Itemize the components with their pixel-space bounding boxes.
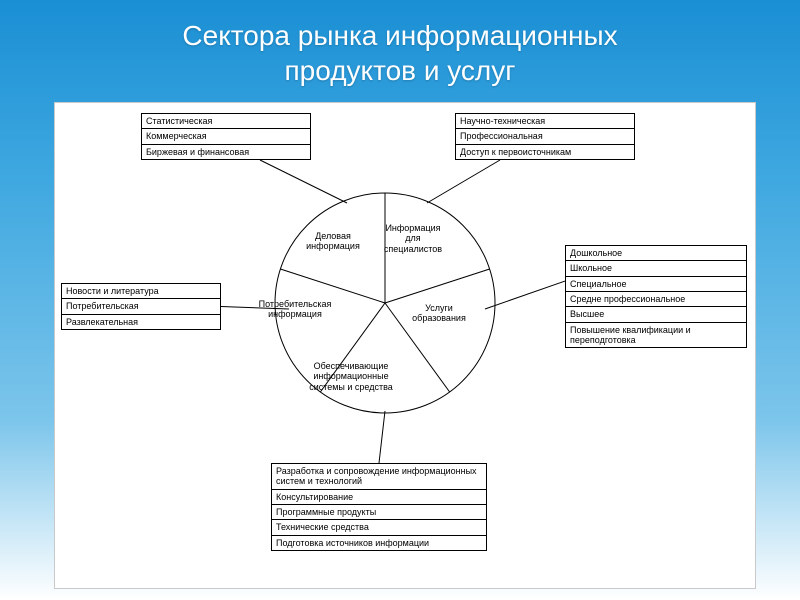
diagram-canvas: Деловаяинформация Информациядляспециалис… <box>54 102 756 589</box>
list-item: Потребительская <box>61 299 221 314</box>
list-item: Повышение квалификации и переподготовка <box>565 323 747 349</box>
list-item: Консультирование <box>271 490 487 505</box>
list-item: Подготовка источников информации <box>271 536 487 551</box>
slide-title: Сектора рынка информационных продуктов и… <box>0 18 800 88</box>
list-item: Программные продукты <box>271 505 487 520</box>
list-item: Разработка и сопровождение информационны… <box>271 463 487 490</box>
slide: Сектора рынка информационных продуктов и… <box>0 0 800 600</box>
list-item: Статистическая <box>141 113 311 129</box>
group-right: ДошкольноеШкольноеСпециальноеСредне проф… <box>565 245 747 348</box>
list-item: Научно-техническая <box>455 113 635 129</box>
list-item: Биржевая и финансовая <box>141 145 311 160</box>
group-top-right: Научно-техническаяПрофессиональнаяДоступ… <box>455 113 635 160</box>
list-item: Высшее <box>565 307 747 322</box>
title-line-1: Сектора рынка информационных <box>182 20 617 51</box>
list-item: Дошкольное <box>565 245 747 261</box>
title-line-2: продуктов и услуг <box>285 55 516 86</box>
list-item: Доступ к первоисточникам <box>455 145 635 160</box>
list-item: Средне профессиональное <box>565 292 747 307</box>
group-top-left: СтатистическаяКоммерческаяБиржевая и фин… <box>141 113 311 160</box>
list-item: Новости и литература <box>61 283 221 299</box>
list-item: Специальное <box>565 277 747 292</box>
list-item: Профессиональная <box>455 129 635 144</box>
list-item: Технические средства <box>271 520 487 535</box>
list-item: Коммерческая <box>141 129 311 144</box>
group-left: Новости и литератураПотребительскаяРазвл… <box>61 283 221 330</box>
list-item: Школьное <box>565 261 747 276</box>
list-item: Развлекательная <box>61 315 221 330</box>
group-bottom: Разработка и сопровождение информационны… <box>271 463 487 551</box>
